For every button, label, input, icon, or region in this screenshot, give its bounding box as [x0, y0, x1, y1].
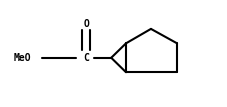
Text: O: O — [83, 19, 89, 29]
Text: MeO: MeO — [14, 53, 32, 63]
Text: C: C — [83, 53, 89, 63]
